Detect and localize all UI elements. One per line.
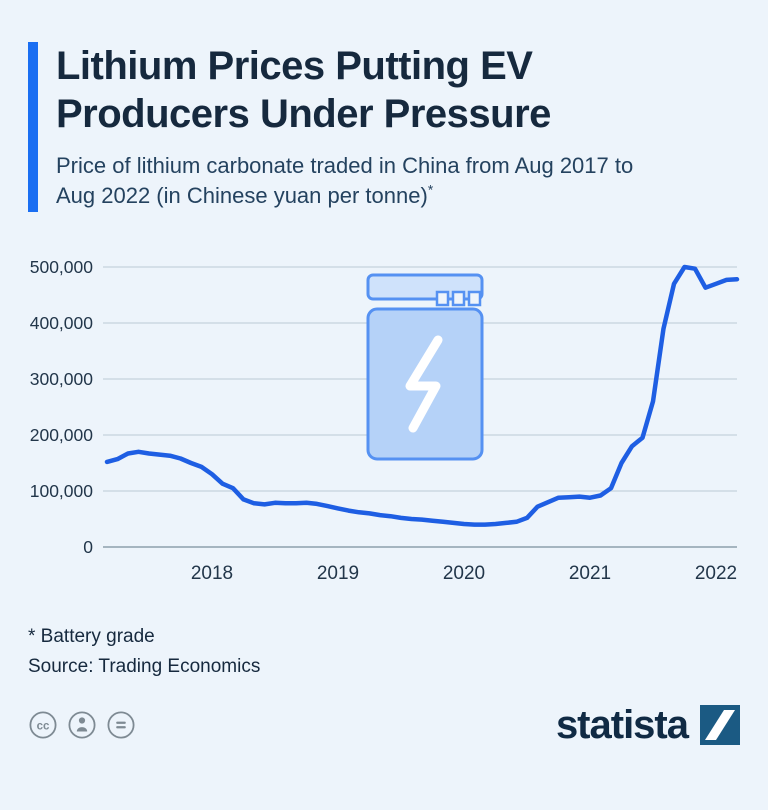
- svg-text:100,000: 100,000: [30, 481, 94, 501]
- attribution-icon[interactable]: [67, 710, 97, 740]
- subtitle-text: Price of lithium carbonate traded in Chi…: [56, 153, 634, 209]
- footnote: * Battery grade: [28, 625, 155, 647]
- svg-text:300,000: 300,000: [30, 369, 94, 389]
- equals-icon[interactable]: [106, 710, 136, 740]
- battery-lightning-icon: [366, 273, 484, 461]
- svg-text:2021: 2021: [569, 563, 611, 584]
- bottom-row: cc statista: [28, 702, 740, 747]
- svg-text:500,000: 500,000: [30, 257, 94, 277]
- statista-logo: statista: [555, 702, 740, 747]
- svg-text:2022: 2022: [695, 563, 737, 584]
- source: Source: Trading Economics: [28, 656, 261, 678]
- svg-text:2019: 2019: [317, 563, 359, 584]
- svg-text:2018: 2018: [191, 563, 233, 584]
- title-line-2: Producers Under Pressure: [56, 92, 551, 136]
- statista-square-icon: [700, 704, 740, 745]
- svg-text:2020: 2020: [443, 563, 485, 584]
- svg-text:cc: cc: [37, 720, 50, 732]
- header: Lithium Prices Putting EV Producers Under…: [28, 42, 740, 212]
- footnote-marker: *: [427, 183, 434, 199]
- footer: * Battery grade Source: Trading Economic…: [28, 622, 740, 745]
- statista-wordmark: statista: [555, 702, 689, 747]
- notes: * Battery grade Source: Trading Economic…: [28, 622, 740, 683]
- price-line-chart: 0 100,000 200,000 300,000 400,000 500,000 2018…: [30, 257, 740, 584]
- accent-bar: [28, 42, 38, 212]
- title-line-1: Lithium Prices Putting EV: [56, 44, 533, 88]
- cc-icon[interactable]: cc: [28, 710, 58, 740]
- infographic-page: Lithium Prices Putting EV Producers Under…: [0, 42, 768, 810]
- svg-text:400,000: 400,000: [30, 313, 94, 333]
- svg-text:200,000: 200,000: [30, 425, 94, 445]
- license-icons: cc: [28, 710, 136, 740]
- chart-subtitle: Price of lithium carbonate traded in Chi…: [56, 151, 676, 212]
- page-title: Lithium Prices Putting EV Producers Under…: [56, 42, 740, 138]
- svg-text:0: 0: [83, 537, 93, 557]
- chart-area: 0 100,000 200,000 300,000 400,000 500,000 2018…: [0, 242, 768, 592]
- header-text: Lithium Prices Putting EV Producers Under…: [56, 42, 740, 212]
